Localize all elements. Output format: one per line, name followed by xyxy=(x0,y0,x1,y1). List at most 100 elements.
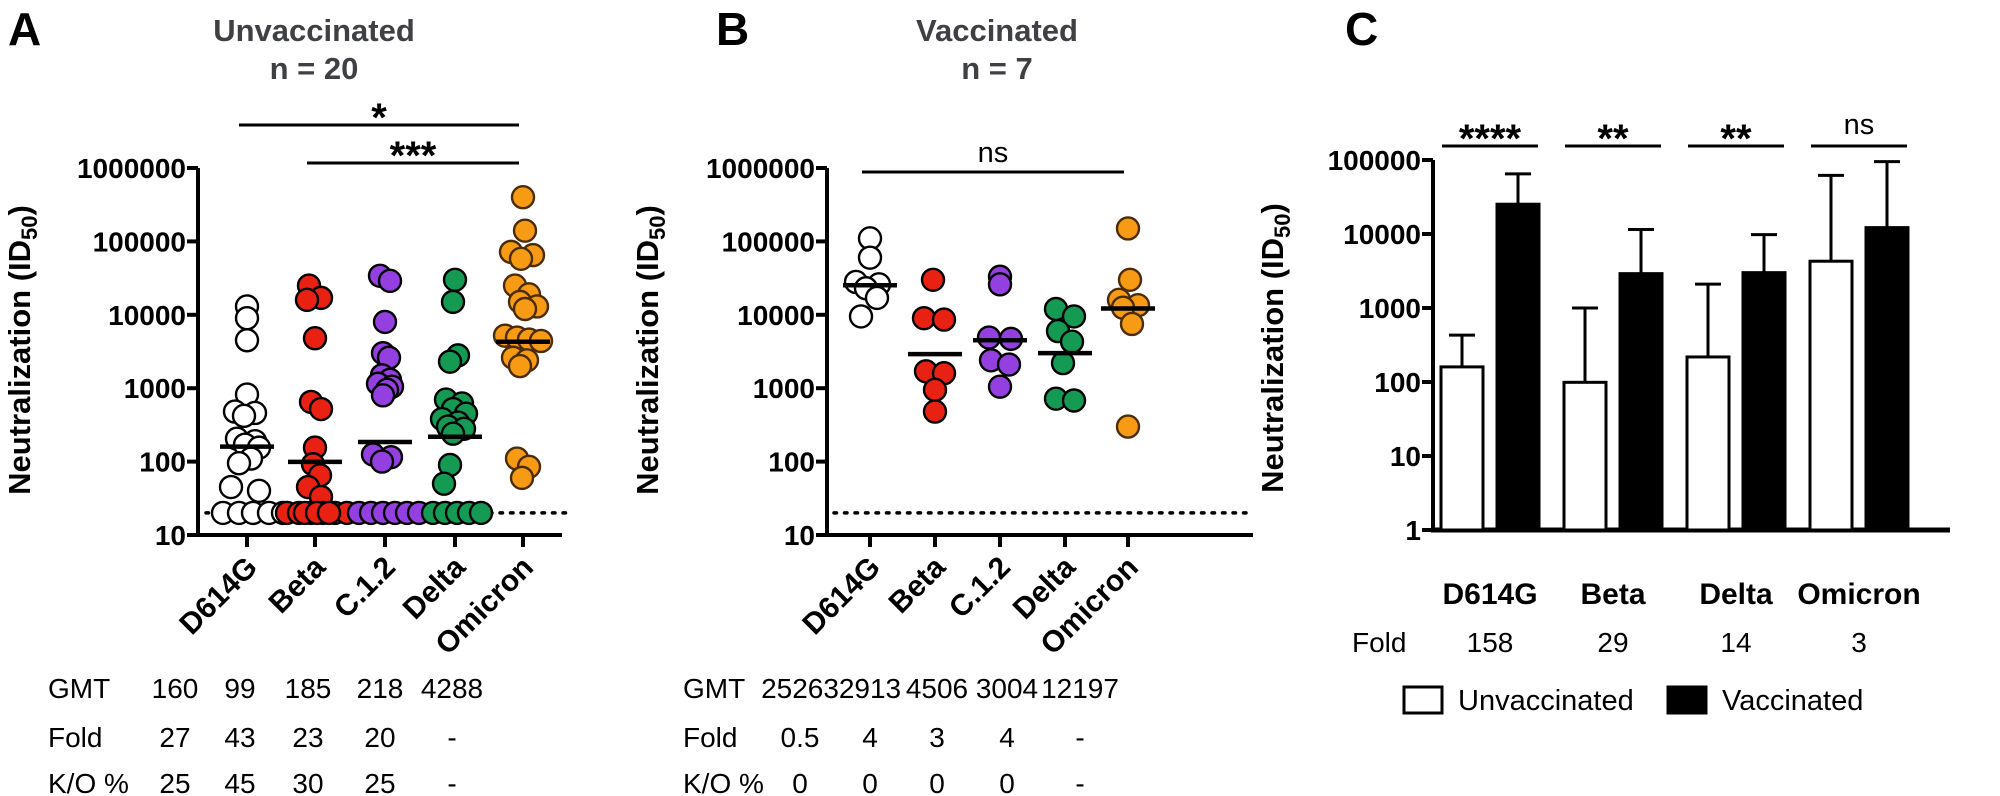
data-point xyxy=(442,267,468,292)
data-point xyxy=(302,325,328,351)
data-point xyxy=(1115,414,1141,439)
y-tick-label: 100000 xyxy=(1328,145,1421,176)
bar-unvaccinated xyxy=(1439,365,1485,532)
data-point xyxy=(294,287,320,313)
panel-b-title: Vaccinated n = 7 xyxy=(847,12,1147,88)
data-point xyxy=(996,352,1022,377)
data-point xyxy=(931,307,957,332)
bar-vaccinated xyxy=(1495,202,1541,532)
y-tick-label: 10 xyxy=(155,520,186,551)
data-point xyxy=(234,305,260,331)
table-cell: 4288 xyxy=(421,673,483,704)
bar-vaccinated xyxy=(1618,272,1664,532)
fold-row-label: Fold xyxy=(1352,627,1406,658)
table-cell: 3 xyxy=(929,722,945,753)
fold-value: 3 xyxy=(1851,627,1867,658)
table-cell: 4 xyxy=(999,722,1015,753)
table-row-label: Fold xyxy=(683,722,737,753)
x-category-label: D614G xyxy=(173,551,264,642)
table-cell: 30 xyxy=(292,768,323,796)
table-cell: 185 xyxy=(285,673,332,704)
data-point xyxy=(440,289,466,315)
data-point xyxy=(468,500,494,526)
panel-a-title-line2: n = 20 xyxy=(269,51,359,86)
table-cell: 27 xyxy=(159,722,190,753)
data-point xyxy=(369,449,395,474)
data-point xyxy=(864,285,890,311)
data-point xyxy=(510,185,536,210)
data-point xyxy=(1061,304,1087,329)
table-row-label: GMT xyxy=(683,673,745,704)
legend-swatch-vaccinated xyxy=(1666,685,1708,715)
legend-label: Vaccinated xyxy=(1722,685,1863,717)
y-tick-label: 100000 xyxy=(93,226,186,257)
panel-a-label: A xyxy=(8,3,42,55)
data-point xyxy=(372,309,398,335)
significance-label: **** xyxy=(1459,117,1522,161)
bar-unvaccinated xyxy=(1685,355,1731,532)
legend-swatch-unvaccinated xyxy=(1402,685,1444,715)
table-cell: 218 xyxy=(357,673,404,704)
data-point xyxy=(1119,311,1145,337)
table-cell: 0.5 xyxy=(781,722,820,753)
data-point xyxy=(920,267,946,292)
significance-label: ** xyxy=(1597,117,1629,161)
data-point xyxy=(231,403,257,429)
table-row-label: GMT xyxy=(48,673,110,704)
table-cell: 20 xyxy=(364,722,395,753)
y-tick-label: 10 xyxy=(784,520,815,551)
bar-vaccinated xyxy=(1864,226,1910,532)
bar-unvaccinated xyxy=(1808,259,1854,532)
table-cell: 0 xyxy=(999,768,1015,796)
significance-label: ns xyxy=(1844,109,1875,141)
y-tick-label: 10000 xyxy=(1343,219,1421,250)
y-axis-title: Neutralization (ID50) xyxy=(630,205,670,495)
table-cell: 0 xyxy=(792,768,808,796)
table-cell: 2913 xyxy=(839,673,901,704)
bar-unvaccinated xyxy=(1562,380,1608,532)
table-cell: 25 xyxy=(364,768,395,796)
table-cell: 0 xyxy=(929,768,945,796)
data-point xyxy=(1115,216,1141,241)
table-row-label: K/O % xyxy=(683,768,764,796)
data-point xyxy=(1117,267,1143,292)
data-point xyxy=(848,304,874,329)
panel-b-label: B xyxy=(716,3,750,55)
panel-c-label: C xyxy=(1345,3,1379,55)
data-point xyxy=(218,474,244,500)
fold-value: 14 xyxy=(1720,627,1751,658)
data-point xyxy=(316,500,342,526)
y-tick-label: 10000 xyxy=(737,300,815,331)
y-tick-label: 1 xyxy=(1405,515,1421,546)
table-cell: 25 xyxy=(159,768,190,796)
significance-label: * xyxy=(371,96,387,140)
data-point xyxy=(976,325,1002,350)
y-axis-title: Neutralization (ID50) xyxy=(2,205,42,495)
data-point xyxy=(377,268,403,294)
data-point xyxy=(246,478,272,504)
y-tick-label: 10 xyxy=(1390,441,1421,472)
y-tick-label: 100 xyxy=(139,447,186,478)
data-point xyxy=(922,399,948,424)
data-point xyxy=(987,272,1013,297)
table-cell: 0 xyxy=(862,768,878,796)
data-point xyxy=(370,383,396,408)
data-point xyxy=(507,353,533,379)
significance-label: ns xyxy=(978,137,1009,169)
significance-label: *** xyxy=(390,134,437,178)
data-point xyxy=(226,451,252,476)
y-tick-label: 1000 xyxy=(753,373,815,404)
bar-vaccinated xyxy=(1741,271,1787,532)
y-tick-label: 10000 xyxy=(108,300,186,331)
data-point xyxy=(911,305,937,331)
x-category-label: Beta xyxy=(263,550,333,620)
data-point xyxy=(922,377,948,403)
y-axis-title: Neutralization (ID50) xyxy=(1255,203,1295,493)
x-category-label: Beta xyxy=(1580,578,1645,611)
table-cell: 3004 xyxy=(976,673,1038,704)
table-cell: 43 xyxy=(224,722,255,753)
panel-b-title-line2: n = 7 xyxy=(961,51,1033,86)
panel-a-title-line1: Unvaccinated xyxy=(213,13,415,48)
